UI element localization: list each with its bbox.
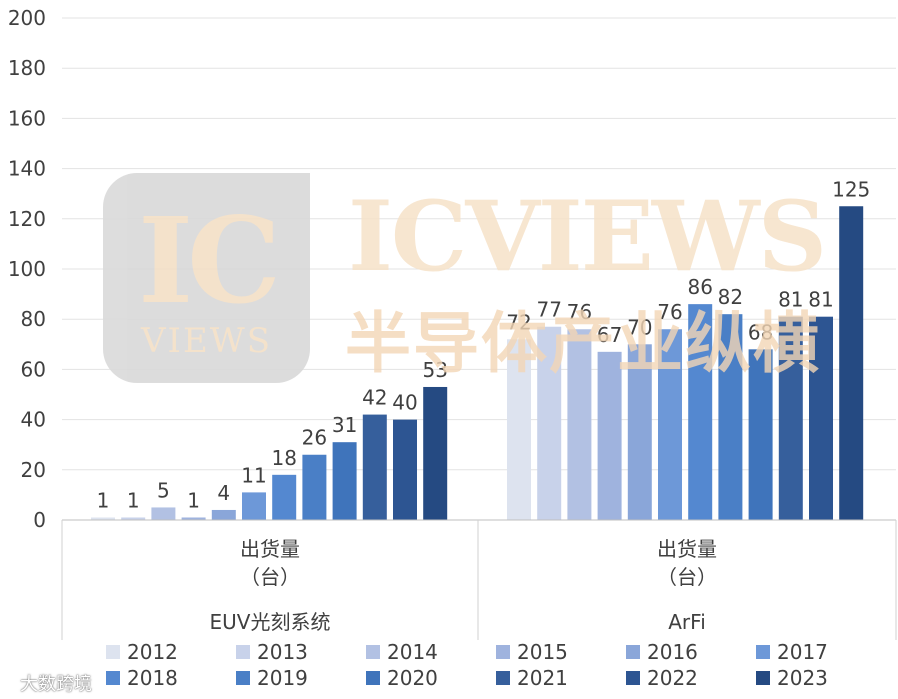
legend-label: 2020 (387, 666, 438, 690)
y-axis-ticks: 0 20 40 60 80 100 120 140 160 180 200 (8, 6, 46, 532)
data-label: 68 (748, 320, 773, 344)
data-label: 70 (627, 315, 652, 339)
legend-label: 2014 (387, 640, 438, 664)
data-label: 82 (718, 285, 743, 309)
y-tick-label: 20 (21, 458, 46, 482)
bar (507, 339, 531, 520)
data-label: 72 (506, 310, 531, 334)
data-label: 26 (302, 426, 327, 450)
y-tick-label: 120 (8, 207, 46, 231)
legend-swatch (626, 645, 640, 659)
bar (121, 517, 146, 520)
y-tick-label: 100 (8, 257, 46, 281)
legend-swatch (626, 671, 640, 685)
bar (151, 507, 176, 520)
legend-swatch (236, 645, 250, 659)
y-tick-label: 140 (8, 157, 46, 181)
unit-label-line1: 出货量 (240, 537, 300, 561)
y-tick-label: 200 (8, 6, 46, 30)
bar (91, 517, 115, 520)
bar (537, 326, 562, 520)
legend-label: 2013 (257, 640, 308, 664)
legend: 2012 2013 2014 2015 2016 2017 2018 2019 2020 2021… (106, 640, 828, 690)
data-label: 5 (157, 478, 170, 502)
bar (809, 316, 833, 520)
group-name-label: ArFi (668, 610, 706, 634)
legend-swatch (236, 671, 250, 685)
legend-swatch (756, 671, 770, 685)
y-tick-label: 40 (21, 408, 46, 432)
bar (597, 351, 622, 520)
data-label: 76 (657, 300, 682, 324)
legend-label: 2016 (647, 640, 698, 664)
unit-label-line2: （台） (657, 565, 717, 589)
unit-label-line1: 出货量 (657, 537, 717, 561)
data-label: 4 (217, 481, 230, 505)
bar (181, 517, 206, 520)
y-tick-label: 60 (21, 357, 46, 381)
bar (567, 329, 592, 520)
data-label: 86 (687, 275, 712, 299)
bar (362, 414, 387, 520)
legend-swatch (366, 671, 380, 685)
bar (211, 509, 236, 520)
data-label: 1 (187, 488, 200, 512)
legend-label: 2018 (127, 666, 178, 690)
data-label: 18 (271, 446, 296, 470)
data-label: 11 (241, 463, 266, 487)
bar (688, 304, 713, 520)
legend-swatch (366, 645, 380, 659)
bar (272, 474, 297, 520)
data-label: 1 (97, 488, 110, 512)
legend-label: 2022 (647, 666, 698, 690)
bar (658, 329, 682, 520)
bar (393, 419, 417, 520)
bar (423, 386, 448, 520)
data-label: 53 (422, 358, 447, 382)
data-label: 31 (332, 413, 357, 437)
legend-swatch (496, 645, 510, 659)
legend-swatch (106, 671, 120, 685)
data-label: 40 (392, 391, 417, 415)
data-label: 76 (567, 300, 592, 324)
group-name-label: EUV光刻系统 (210, 610, 331, 634)
bar (778, 316, 803, 520)
data-label: 1 (127, 488, 140, 512)
bar (718, 314, 743, 520)
bar (302, 454, 327, 520)
data-label: 77 (536, 298, 561, 322)
legend-label: 2017 (777, 640, 828, 664)
legend-swatch (756, 645, 770, 659)
bar (332, 442, 357, 520)
data-label: 42 (362, 386, 387, 410)
legend-swatch (106, 645, 120, 659)
data-label: 67 (597, 323, 622, 347)
legend-label: 2012 (127, 640, 178, 664)
data-label: 81 (808, 288, 833, 312)
legend-swatch (496, 671, 510, 685)
data-label: 81 (778, 288, 803, 312)
bar (748, 349, 773, 520)
y-tick-label: 80 (21, 307, 46, 331)
bar (627, 344, 652, 520)
legend-label: 2015 (517, 640, 568, 664)
legend-label: 2019 (257, 666, 308, 690)
unit-label-line2: （台） (240, 565, 300, 589)
bar (242, 492, 266, 520)
data-label: 125 (832, 177, 870, 201)
legend-label: 2023 (777, 666, 828, 690)
y-tick-label: 180 (8, 56, 46, 80)
bar (839, 206, 864, 520)
y-tick-label: 160 (8, 106, 46, 130)
y-tick-label: 0 (33, 508, 46, 532)
legend-label: 2021 (517, 666, 568, 690)
